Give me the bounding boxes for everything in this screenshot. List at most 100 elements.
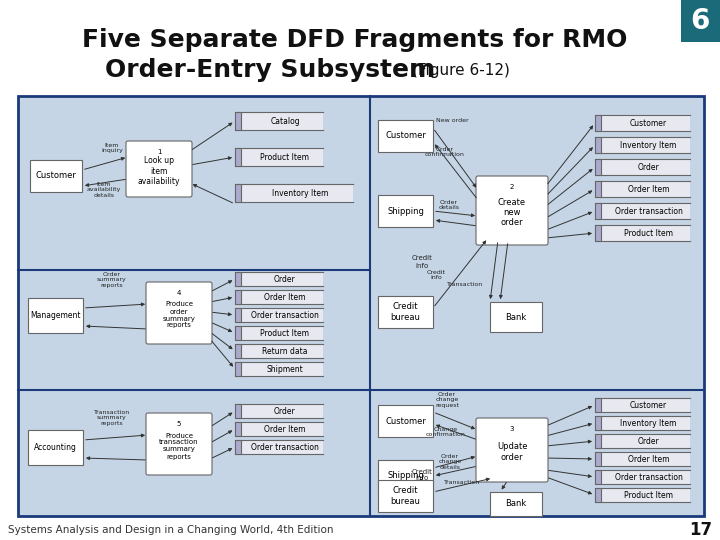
Text: 1: 1 [157,149,161,155]
Text: Inventory Item: Inventory Item [272,188,328,198]
Text: Customer: Customer [385,132,426,140]
Bar [595,115,690,131]
Bar [595,203,690,219]
Bar [595,470,690,484]
Text: Order Item: Order Item [264,424,306,434]
Bar [378,296,433,328]
Text: Customer: Customer [630,401,667,409]
Bar [28,430,83,465]
Text: Produce
transaction
summary
reports: Produce transaction summary reports [159,433,199,460]
Bar [595,115,601,131]
Text: Transaction: Transaction [447,282,483,287]
Text: Credit
bureau: Credit bureau [390,487,420,505]
Text: Transaction: Transaction [444,481,480,485]
Text: Order: Order [274,274,296,284]
Text: Order Item: Order Item [628,455,670,463]
Text: Order-Entry Subsystem: Order-Entry Subsystem [105,58,435,82]
Bar [595,137,690,153]
Text: Look up
item
availability: Look up item availability [138,156,180,186]
FancyBboxPatch shape [476,176,548,245]
Text: Five Separate DFD Fragments for RMO: Five Separate DFD Fragments for RMO [82,28,628,52]
Bar [235,440,241,454]
Text: Order
change
request: Order change request [435,392,459,408]
Text: Bank: Bank [505,500,526,509]
Text: (Figure 6-12): (Figure 6-12) [412,63,510,78]
Text: Accounting: Accounting [34,443,77,452]
Text: Systems Analysis and Design in a Changing World, 4th Edition: Systems Analysis and Design in a Changin… [8,525,333,535]
Bar [595,398,690,412]
Text: Credit
bureau: Credit bureau [390,302,420,322]
Bar [235,272,323,286]
Text: Update
order: Update order [497,442,527,462]
Bar [595,452,690,466]
Text: Product Item: Product Item [261,328,310,338]
Bar [235,308,323,322]
Text: Credit
info: Credit info [412,469,433,482]
Text: Produce
order
summary
reports: Produce order summary reports [163,301,195,328]
Bar [30,160,82,192]
Text: Order: Order [638,163,660,172]
Bar [235,148,323,166]
Bar [490,302,542,332]
Bar [235,112,323,130]
Bar [235,440,323,454]
Text: 4: 4 [177,290,181,296]
Text: Order Item: Order Item [628,185,670,193]
Text: Return data: Return data [262,347,307,355]
Text: Product Item: Product Item [624,228,673,238]
Text: 6: 6 [690,7,710,35]
Bar [235,184,353,202]
Bar [595,470,601,484]
Bar [18,96,704,516]
Text: 17: 17 [689,521,712,539]
Text: Customer: Customer [35,172,76,180]
Bar [595,137,601,153]
Bar [378,480,433,512]
Text: Customer: Customer [385,416,426,426]
Bar [235,308,241,322]
Text: Management: Management [30,311,81,320]
Text: Shipment: Shipment [266,364,303,374]
Bar [235,344,323,358]
Bar [378,195,433,227]
Bar [235,422,323,436]
Bar [595,398,601,412]
Bar [235,362,241,376]
Text: Inventory Item: Inventory Item [621,418,677,428]
Bar [595,452,601,466]
Text: 3: 3 [510,426,514,432]
Text: Change
confirmation: Change confirmation [426,427,466,437]
Text: Product Item: Product Item [261,152,310,161]
FancyBboxPatch shape [146,413,212,475]
Text: Inventory Item: Inventory Item [621,140,677,150]
Bar [595,416,601,430]
FancyBboxPatch shape [126,141,192,197]
Bar [595,488,601,502]
Bar [490,492,542,516]
Text: Credit
info: Credit info [426,269,446,280]
Text: Order transaction: Order transaction [251,442,319,451]
Text: 5: 5 [177,421,181,427]
Bar [595,225,601,241]
Bar [595,488,690,502]
Text: Order
confirmation: Order confirmation [425,146,465,157]
Bar [235,326,323,340]
Text: Catalog: Catalog [270,117,300,125]
Bar [595,181,601,197]
Text: Order
summary
reports: Order summary reports [97,272,127,288]
Text: Customer: Customer [630,118,667,127]
Text: Transaction
summary
reports: Transaction summary reports [94,410,130,426]
Text: Item
availability
details: Item availability details [87,181,121,198]
Bar [235,112,241,130]
Bar [235,184,241,202]
Bar [595,416,690,430]
FancyBboxPatch shape [476,418,548,482]
Bar [235,404,323,418]
Bar [235,272,241,286]
Text: Order transaction: Order transaction [615,472,683,482]
Text: Product Item: Product Item [624,490,673,500]
Text: Order: Order [638,436,660,446]
Text: New order: New order [436,118,468,123]
Text: Order
change
details: Order change details [438,454,462,470]
Text: Item
inquiry: Item inquiry [101,143,123,153]
